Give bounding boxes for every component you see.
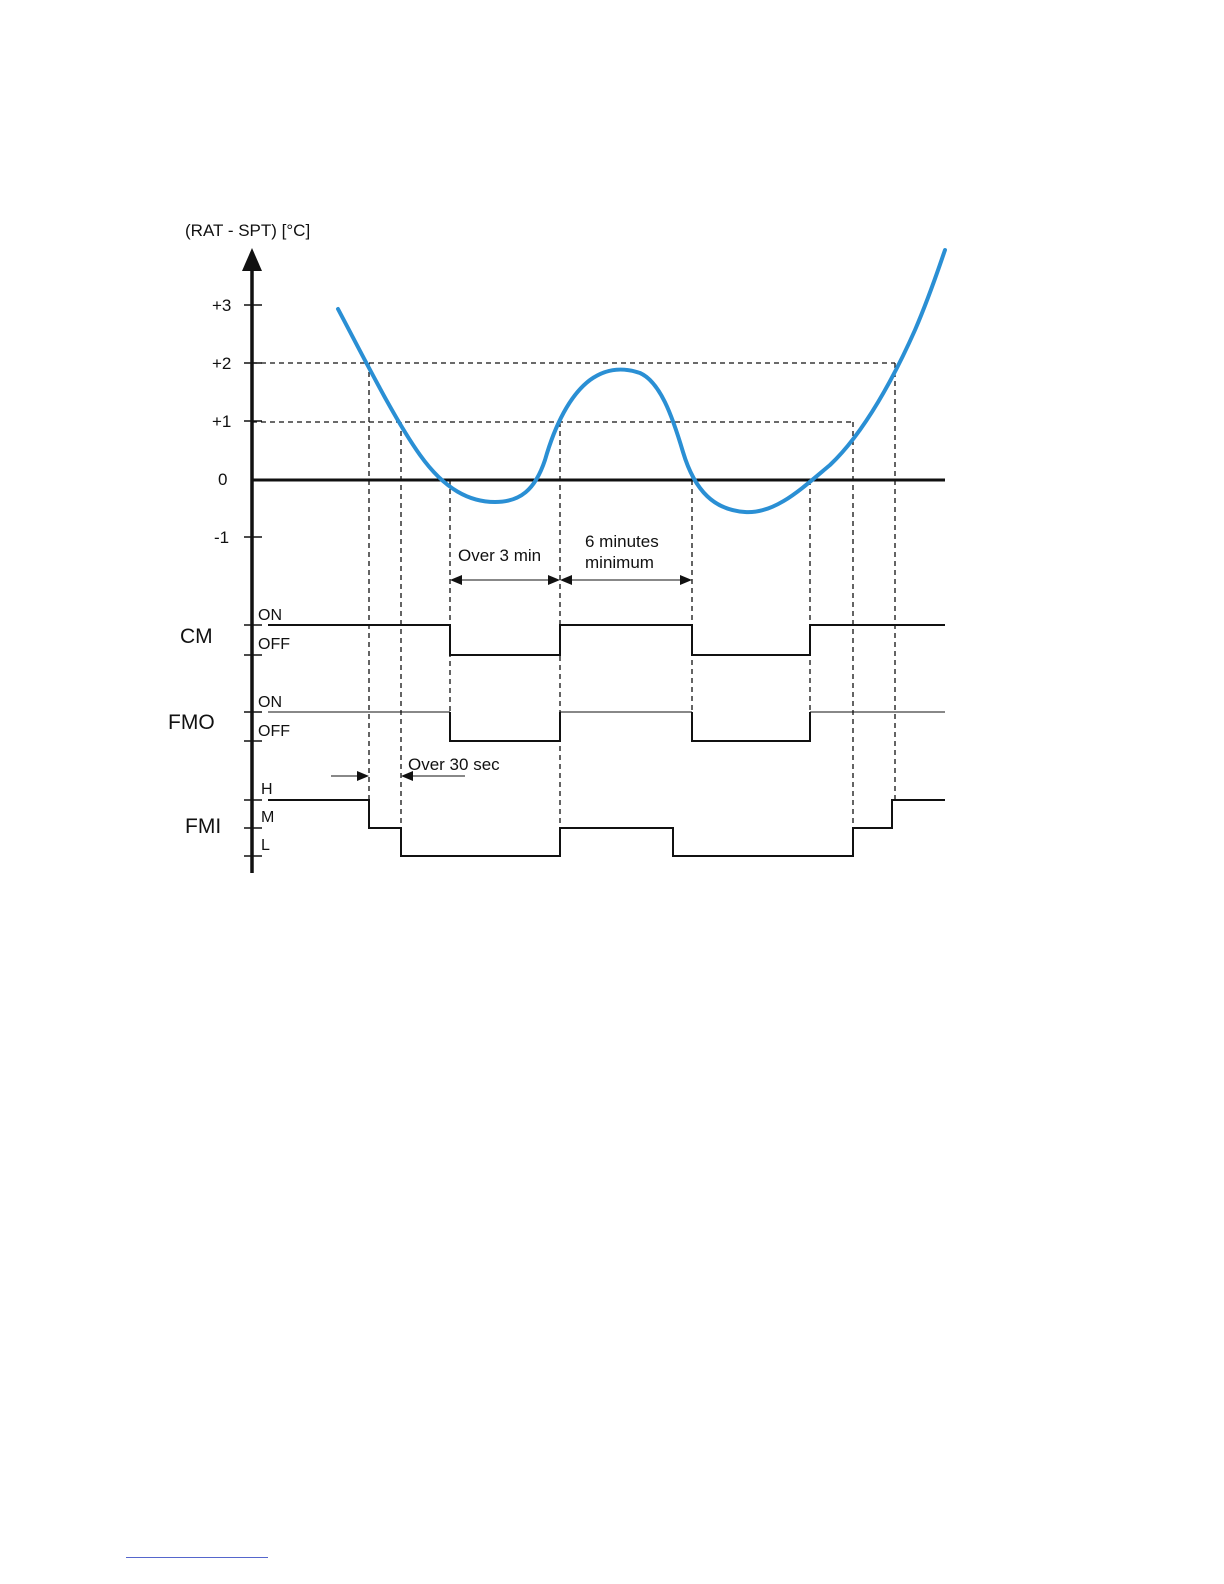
event-guides	[368, 363, 896, 856]
cm-signal-label: CM	[180, 625, 213, 648]
over-3-min-label: Over 3 min	[458, 546, 541, 565]
y-tick-label: -1	[214, 528, 229, 547]
duration-arrows	[450, 575, 692, 585]
fmo-signal-label: FMO	[168, 711, 215, 734]
fmi-waveform	[268, 799, 945, 857]
cm-on-label: ON	[258, 607, 282, 624]
y-axis-title: (RAT - SPT) [°C]	[185, 221, 310, 240]
minimum-label: minimum	[585, 553, 654, 572]
over-30-sec-label: Over 30 sec	[408, 755, 500, 774]
cm-off-label: OFF	[258, 636, 290, 653]
y-tick-label: 0	[218, 470, 227, 489]
y-tick-label: +2	[212, 354, 231, 373]
temperature-curve	[336, 248, 947, 515]
over-30-sec-arrows	[331, 771, 465, 781]
six-minutes-label: 6 minutes	[585, 532, 659, 551]
fmi-m-label: M	[261, 809, 274, 826]
y-tick-label: +1	[212, 412, 231, 431]
fmi-l-label: L	[261, 837, 270, 854]
fmi-signal-label: FMI	[185, 815, 221, 838]
fmo-on-label: ON	[258, 694, 282, 711]
y-tick-label: +3	[212, 296, 231, 315]
fmo-waveform	[449, 712, 811, 742]
axis-arrow-icon	[242, 248, 262, 271]
signal-ticks	[244, 624, 262, 857]
fmi-h-label: H	[261, 781, 273, 798]
footnote-rule	[126, 1557, 268, 1558]
fmo-off-label: OFF	[258, 723, 290, 740]
cm-waveform	[268, 624, 945, 656]
